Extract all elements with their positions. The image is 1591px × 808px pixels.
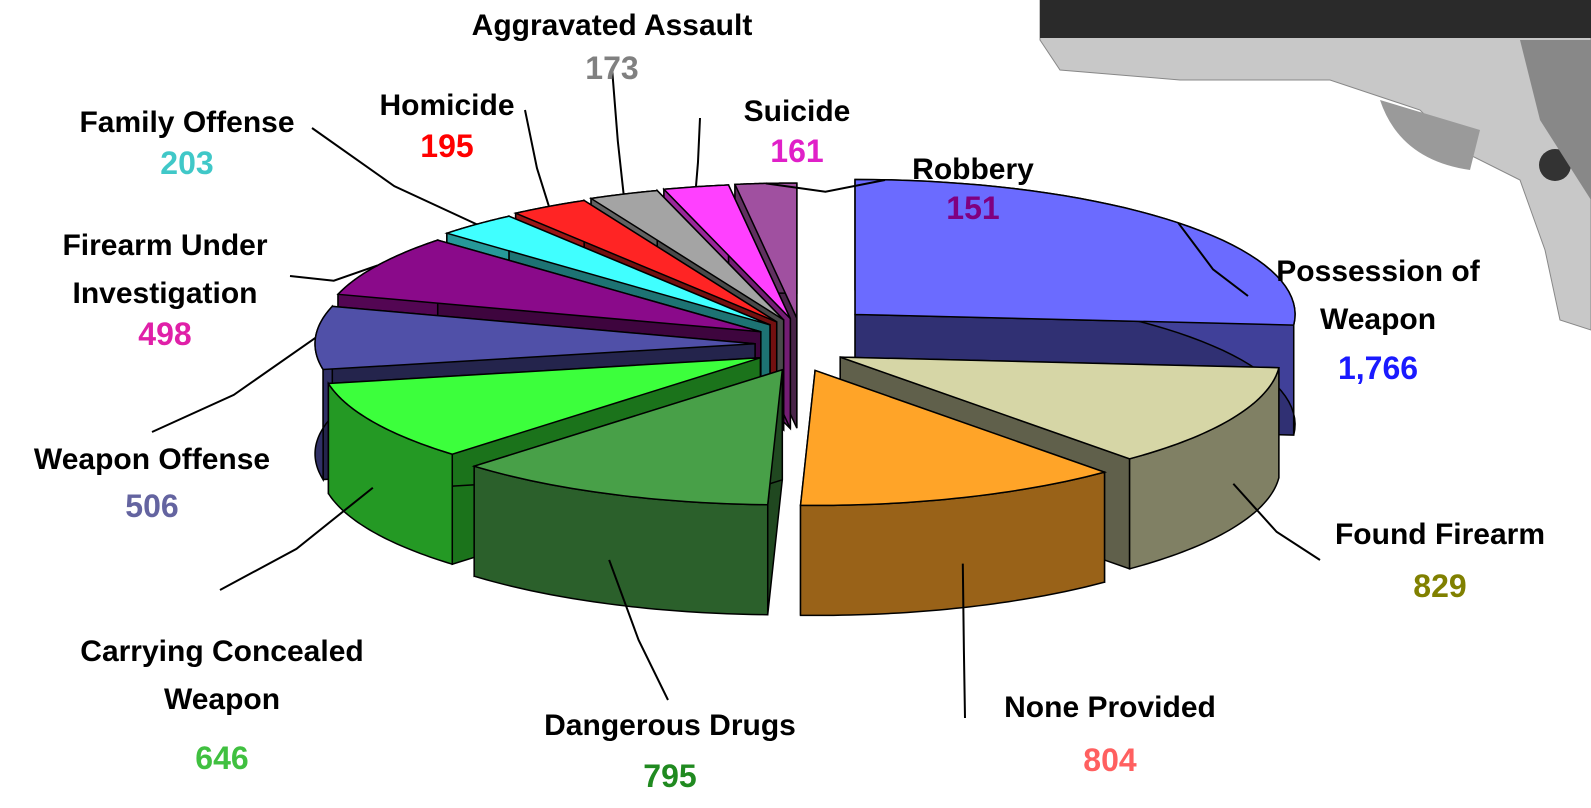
value-label: 795 <box>643 758 696 795</box>
page: (() => { const data = JSON.parse(documen… <box>0 0 1591 808</box>
value-label: 195 <box>420 128 473 165</box>
category-label: Found Firearm <box>1320 515 1560 555</box>
value-label: 829 <box>1413 568 1466 605</box>
leader-line <box>696 118 700 187</box>
value-label: 173 <box>585 50 638 87</box>
category-label: Weapon Offense <box>2 440 302 480</box>
category-label: None Provided <box>980 688 1240 728</box>
value-label: 151 <box>946 190 999 227</box>
value-label: 804 <box>1083 742 1136 779</box>
category-label: Dangerous Drugs <box>520 706 820 746</box>
category-label: Possession of Weapon <box>1248 248 1508 344</box>
category-label: Family Offense <box>57 103 317 143</box>
value-label: 646 <box>195 740 248 777</box>
value-label: 161 <box>770 133 823 170</box>
category-label: Firearm Under Investigation <box>25 222 305 318</box>
category-label: Homicide <box>357 86 537 126</box>
value-label: 498 <box>138 316 191 353</box>
value-label: 203 <box>160 145 213 182</box>
category-label: Carrying Concealed Weapon <box>62 628 382 724</box>
category-label: Suicide <box>717 92 877 132</box>
category-label: Robbery <box>883 150 1063 190</box>
value-label: 1,766 <box>1338 350 1418 387</box>
value-label: 506 <box>125 488 178 525</box>
slice <box>855 179 1295 325</box>
category-label: Aggravated Assault <box>442 6 782 46</box>
